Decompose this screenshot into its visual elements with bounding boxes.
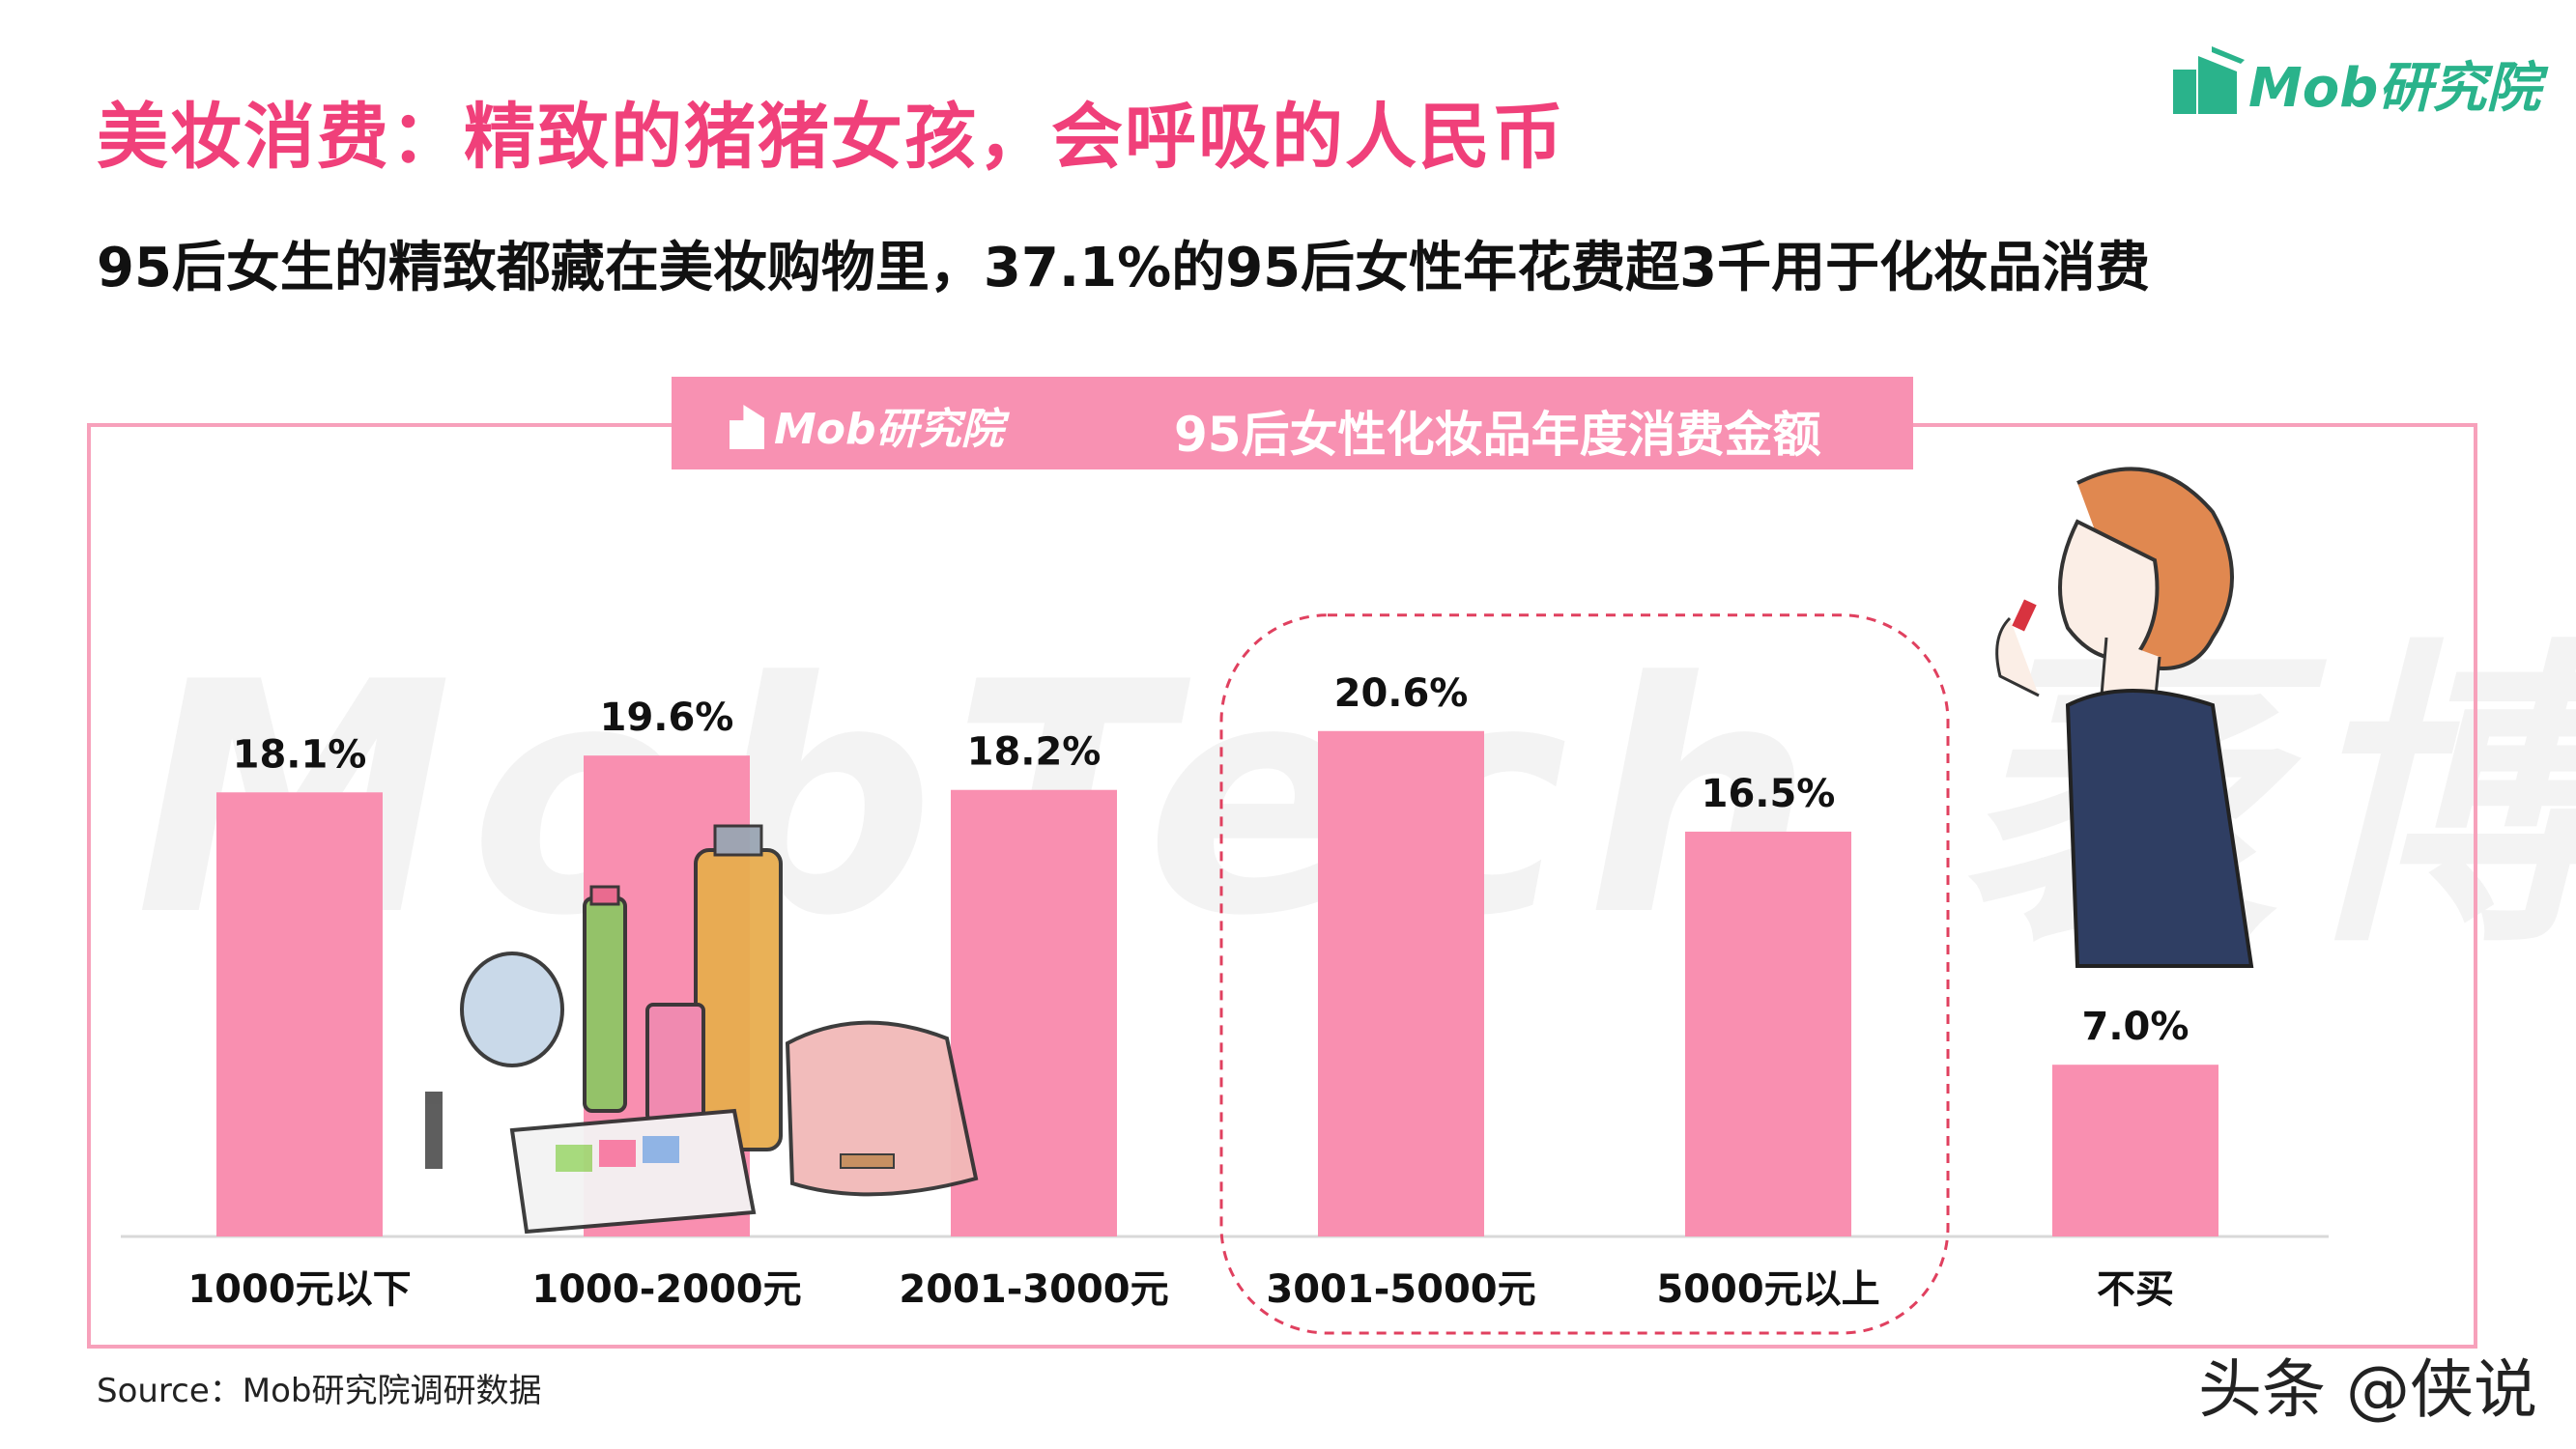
data-label-3: 20.6% <box>1334 671 1469 716</box>
chart-banner: Mob研究院 95后女性化妆品年度消费金额 <box>672 377 1913 469</box>
logo-text: Mob研究院 <box>2248 57 2541 120</box>
banner-logo: Mob研究院 <box>730 394 1004 456</box>
data-label-5: 7.0% <box>2082 1005 2190 1049</box>
bar-2 <box>951 789 1117 1236</box>
highlight-dashed-box <box>1219 613 1950 1335</box>
bar-4 <box>1685 831 1851 1236</box>
page-subtitle: 95后女生的精致都藏在美妆购物里，37.1%的95后女性年花费超3千用于化妆品消… <box>97 237 2151 299</box>
category-label-5: 不买 <box>2097 1267 2174 1312</box>
category-label-4: 5000元以上 <box>1656 1267 1879 1312</box>
data-label-2: 18.2% <box>967 730 1102 775</box>
bar-3 <box>1318 730 1484 1236</box>
page-title: 美妆消费：精致的猪猪女孩，会呼吸的人民币 <box>97 96 1565 179</box>
woman-lipstick-illustration <box>1995 467 2254 968</box>
bar-0 <box>216 792 383 1236</box>
building-icon <box>2173 46 2245 114</box>
mob-logo: Mob研究院 <box>2169 39 2540 120</box>
corner-watermark: 头条 @侠说 <box>2198 1352 2537 1427</box>
category-label-3: 3001-5000元 <box>1266 1267 1535 1312</box>
data-label-0: 18.1% <box>233 732 367 777</box>
chart-title: 95后女性化妆品年度消费金额 <box>1174 407 1821 463</box>
category-label-1: 1000-2000元 <box>531 1267 801 1312</box>
data-label-4: 16.5% <box>1702 772 1836 816</box>
category-label-2: 2001-3000元 <box>899 1267 1168 1312</box>
category-label-0: 1000元以下 <box>187 1267 411 1312</box>
source-note: Source：Mob研究院调研数据 <box>97 1372 542 1410</box>
cosmetics-illustration <box>425 824 979 1235</box>
bar-5 <box>2052 1065 2218 1236</box>
data-label-1: 19.6% <box>600 696 734 740</box>
banner-logo-text: Mob研究院 <box>774 405 1004 454</box>
